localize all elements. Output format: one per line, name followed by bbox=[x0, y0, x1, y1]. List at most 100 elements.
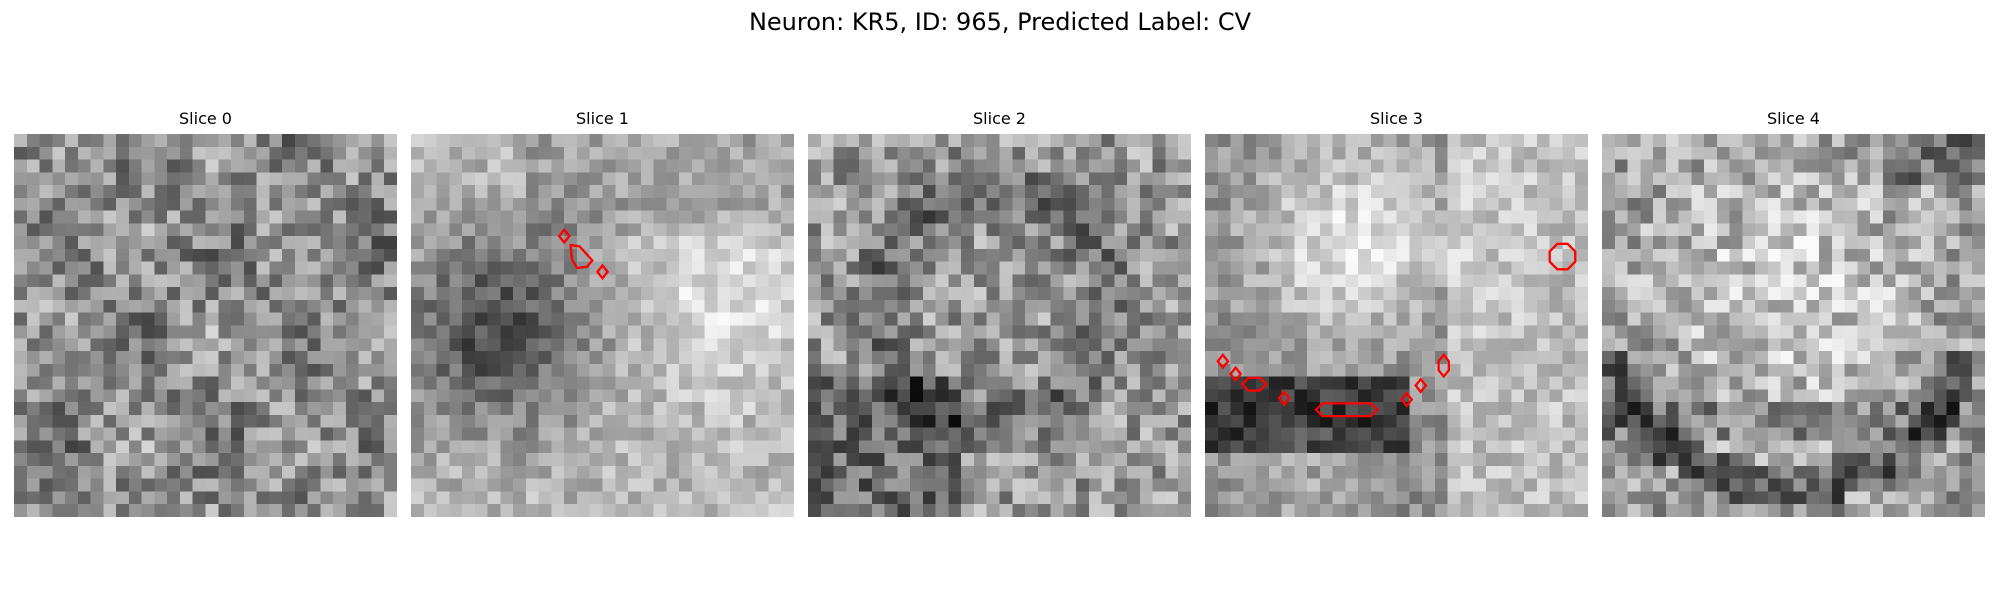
pixel bbox=[1422, 504, 1436, 517]
pixel bbox=[820, 159, 834, 173]
pixel bbox=[551, 402, 565, 416]
pixel bbox=[256, 465, 270, 479]
pixel bbox=[1281, 236, 1295, 250]
pixel bbox=[1691, 402, 1705, 416]
pixel bbox=[564, 185, 578, 199]
pixel bbox=[1819, 376, 1833, 390]
pixel bbox=[256, 223, 270, 237]
pixel bbox=[730, 478, 744, 492]
pixel bbox=[1114, 185, 1128, 199]
pixel bbox=[218, 325, 232, 339]
pixel bbox=[1908, 376, 1922, 390]
pixel bbox=[1933, 389, 1947, 403]
pixel bbox=[1716, 363, 1730, 377]
pixel bbox=[345, 134, 359, 148]
pixel bbox=[1946, 325, 1960, 339]
pixel bbox=[948, 389, 962, 403]
pixel bbox=[1243, 185, 1257, 199]
pixel bbox=[269, 134, 283, 148]
pixel bbox=[666, 299, 680, 313]
pixel bbox=[1857, 248, 1871, 262]
pixel bbox=[77, 197, 91, 211]
pixel bbox=[1819, 427, 1833, 441]
pixel bbox=[1921, 210, 1935, 224]
pixel bbox=[948, 376, 962, 390]
pixel bbox=[730, 299, 744, 313]
pixel bbox=[1447, 478, 1461, 492]
pixel bbox=[910, 299, 924, 313]
pixel bbox=[884, 427, 898, 441]
pixel bbox=[871, 389, 885, 403]
pixel bbox=[564, 363, 578, 377]
pixel bbox=[871, 172, 885, 186]
pixel bbox=[1882, 236, 1896, 250]
pixel bbox=[1152, 197, 1166, 211]
pixel bbox=[1678, 363, 1692, 377]
pixel bbox=[704, 185, 718, 199]
pixel bbox=[961, 504, 975, 517]
pixel bbox=[1921, 134, 1935, 148]
pixel bbox=[602, 402, 616, 416]
pixel bbox=[243, 440, 257, 454]
pixel bbox=[525, 338, 539, 352]
pixel bbox=[384, 465, 397, 479]
pixel bbox=[884, 389, 898, 403]
pixel bbox=[307, 236, 321, 250]
pixel bbox=[1704, 261, 1718, 275]
pixel bbox=[1332, 389, 1346, 403]
pixel bbox=[423, 478, 437, 492]
pixel bbox=[1434, 465, 1448, 479]
pixel bbox=[1178, 248, 1191, 262]
slice-panel-3: Slice 3 bbox=[1205, 108, 1588, 519]
pixel bbox=[333, 351, 347, 365]
pixel bbox=[961, 287, 975, 301]
pixel bbox=[1114, 236, 1128, 250]
pixel bbox=[1767, 210, 1781, 224]
pixel bbox=[1575, 363, 1588, 377]
pixel bbox=[282, 504, 296, 517]
pixel bbox=[1230, 223, 1244, 237]
pixel bbox=[90, 134, 104, 148]
pixel bbox=[1332, 504, 1346, 517]
pixel bbox=[1549, 274, 1563, 288]
pixel bbox=[128, 299, 142, 313]
pixel bbox=[167, 274, 181, 288]
pixel bbox=[1409, 223, 1423, 237]
pixel bbox=[269, 146, 283, 160]
pixel bbox=[1460, 287, 1474, 301]
pixel bbox=[39, 287, 53, 301]
pixel bbox=[307, 248, 321, 262]
pixel bbox=[320, 223, 334, 237]
pixel bbox=[1025, 223, 1039, 237]
figure-title: Neuron: KR5, ID: 965, Predicted Label: C… bbox=[748, 8, 1252, 36]
pixel bbox=[1460, 210, 1474, 224]
pixel bbox=[1857, 274, 1871, 288]
pixel bbox=[1268, 478, 1282, 492]
pixel bbox=[640, 197, 654, 211]
pixel bbox=[192, 427, 206, 441]
pixel bbox=[1178, 146, 1191, 160]
pixel bbox=[436, 478, 450, 492]
pixel bbox=[1294, 312, 1308, 326]
pixel bbox=[666, 223, 680, 237]
pixel bbox=[487, 338, 501, 352]
pixel bbox=[602, 261, 616, 275]
pixel bbox=[65, 287, 79, 301]
pixel bbox=[1831, 351, 1845, 365]
pixel bbox=[679, 465, 693, 479]
pixel bbox=[1729, 159, 1743, 173]
pixel bbox=[1139, 197, 1153, 211]
pixel bbox=[103, 338, 117, 352]
pixel bbox=[742, 351, 756, 365]
pixel bbox=[1243, 389, 1257, 403]
pixel bbox=[423, 312, 437, 326]
pixel bbox=[820, 363, 834, 377]
pixel bbox=[384, 453, 397, 467]
pixel bbox=[1460, 185, 1474, 199]
pixel bbox=[192, 478, 206, 492]
pixel bbox=[1217, 504, 1231, 517]
pixel bbox=[256, 325, 270, 339]
pixel bbox=[1678, 134, 1692, 148]
pixel bbox=[345, 504, 359, 517]
pixel bbox=[602, 491, 616, 505]
